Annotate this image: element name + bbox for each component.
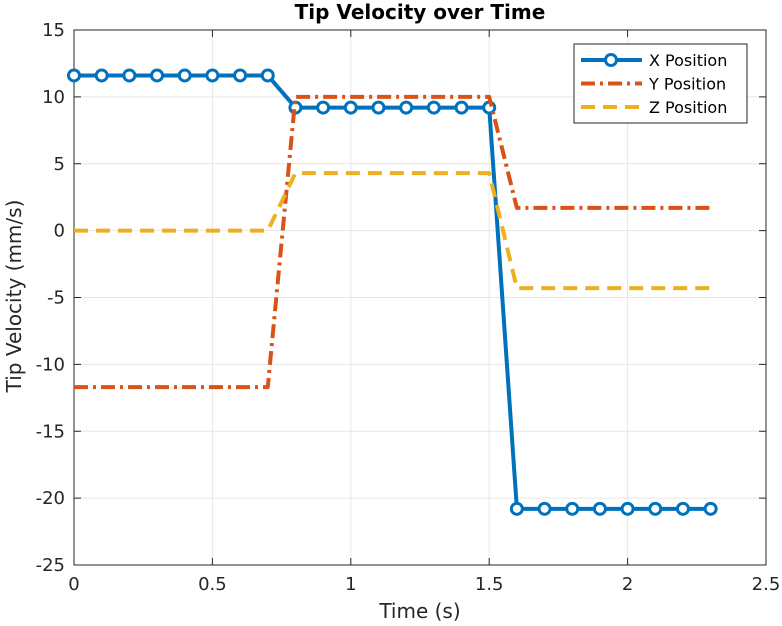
data-point-marker xyxy=(675,501,690,516)
x-tick-label: 2.5 xyxy=(752,574,781,595)
data-point-marker xyxy=(205,68,220,83)
y-tick-label: 10 xyxy=(42,87,65,108)
x-tick-label: 1.5 xyxy=(475,574,504,595)
data-point-marker xyxy=(426,100,441,115)
data-point-marker xyxy=(399,100,414,115)
data-point-marker xyxy=(177,68,192,83)
legend-label: X Position xyxy=(649,51,727,70)
data-point-marker xyxy=(371,100,386,115)
data-point-marker xyxy=(94,68,109,83)
data-point-marker xyxy=(67,68,81,83)
data-point-marker xyxy=(454,100,469,115)
data-point-marker xyxy=(537,501,552,516)
y-tick-label: -10 xyxy=(36,354,65,375)
legend-label: Y Position xyxy=(648,75,726,94)
y-tick-label: -15 xyxy=(36,421,65,442)
data-point-marker xyxy=(233,68,248,83)
data-point-marker xyxy=(648,501,663,516)
x-tick-label: 0 xyxy=(68,574,79,595)
x-tick-label: 1 xyxy=(345,574,356,595)
y-tick-label: -25 xyxy=(36,555,65,576)
data-point-marker xyxy=(122,68,137,83)
data-point-marker xyxy=(620,501,635,516)
y-tick-label: -5 xyxy=(47,288,65,309)
y-axis-title: Tip Velocity (mm/s) xyxy=(2,200,26,394)
legend-label: Z Position xyxy=(649,98,727,117)
legend: X Position Y Position Z Position xyxy=(573,43,748,124)
x-tick-label: 0.5 xyxy=(198,574,227,595)
data-point-marker xyxy=(565,501,580,516)
chart-title: Tip Velocity over Time xyxy=(295,0,546,24)
legend-marker-sample xyxy=(604,53,618,67)
data-point-marker xyxy=(150,68,165,83)
data-point-marker xyxy=(260,68,275,83)
y-tick-label: 5 xyxy=(54,154,65,175)
y-tick-label: 0 xyxy=(54,221,65,242)
data-point-marker xyxy=(316,100,331,115)
data-point-marker xyxy=(509,501,524,516)
y-tick-label: 15 xyxy=(42,20,65,41)
x-tick-label: 2 xyxy=(622,574,633,595)
x-axis-title: Time (s) xyxy=(378,599,460,623)
series-line-z-position xyxy=(74,171,711,291)
y-tick-label: -20 xyxy=(36,488,65,509)
data-point-marker xyxy=(703,501,718,516)
data-point-marker xyxy=(343,100,358,115)
data-point-marker xyxy=(592,501,607,516)
